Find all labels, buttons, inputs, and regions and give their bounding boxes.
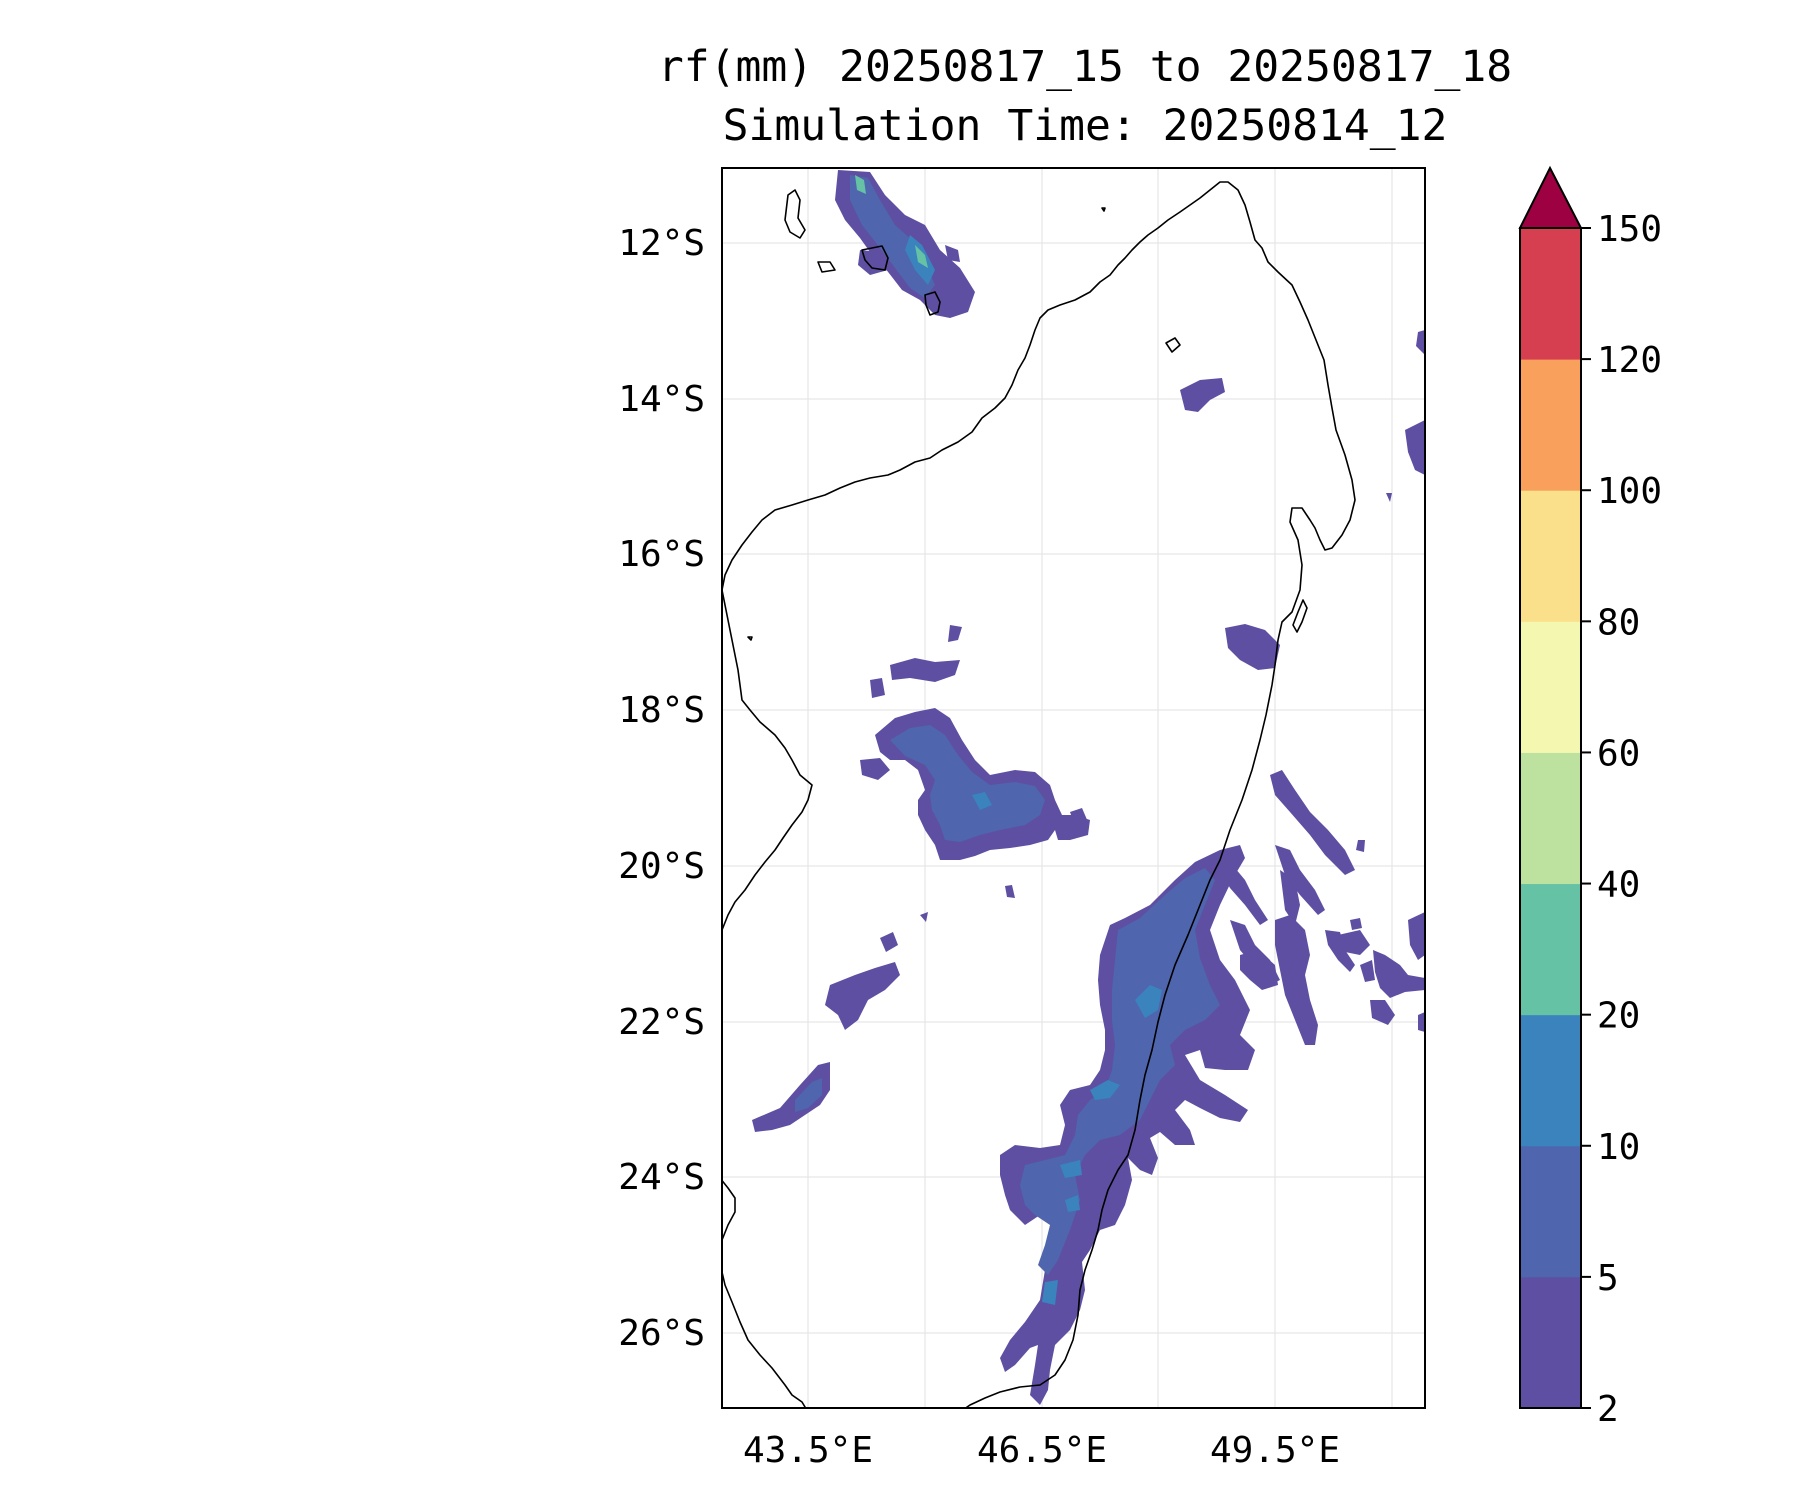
colorbar-tick-label: 60 xyxy=(1597,733,1640,774)
lat-label: 12°S xyxy=(618,223,705,264)
colorbar-frame xyxy=(1519,227,1582,1409)
rain-cell xyxy=(948,625,962,642)
lat-label: 16°S xyxy=(618,534,705,575)
colorbar-segments xyxy=(1520,228,1581,1409)
colorbar-segment xyxy=(1520,883,1581,1016)
rain-cell xyxy=(825,962,900,1030)
colorbar-tick-label: 150 xyxy=(1597,209,1662,250)
colorbar-segment xyxy=(1520,359,1581,491)
rain-cell xyxy=(945,245,960,262)
gridlines xyxy=(722,168,1425,1408)
rain-cell xyxy=(1240,950,1278,990)
rain-cell xyxy=(1005,885,1015,898)
lat-label: 20°S xyxy=(618,846,705,887)
comoros-grande-comore xyxy=(784,189,806,239)
rain-cell xyxy=(1275,915,1318,1045)
rain-cell xyxy=(920,912,928,922)
lon-label: 43.5°E xyxy=(743,1430,873,1471)
rain-cell xyxy=(1135,985,1162,1018)
colorbar-segment xyxy=(1520,1276,1581,1409)
colorbar-tick-label: 100 xyxy=(1597,471,1662,512)
rain-cell xyxy=(1373,950,1425,998)
comoros-mayotte xyxy=(924,291,941,316)
rain-cell xyxy=(752,1062,830,1132)
lat-label: 26°S xyxy=(618,1313,705,1354)
lat-label: 14°S xyxy=(618,379,705,420)
rain-cell xyxy=(1356,840,1365,852)
colorbar-segment xyxy=(1520,1145,1581,1278)
madagascar-sainte-marie-island xyxy=(1292,599,1308,633)
comoros-moheli xyxy=(817,261,836,273)
lat-label: 18°S xyxy=(618,690,705,731)
lat-label: 22°S xyxy=(618,1002,705,1043)
rain-cell xyxy=(1220,862,1268,925)
colorbar-tick-label: 10 xyxy=(1597,1127,1640,1168)
rain-cell xyxy=(1418,1012,1425,1032)
rain-cell xyxy=(870,678,885,698)
rain-cell xyxy=(1042,1280,1058,1305)
rain-cell xyxy=(1065,1195,1080,1212)
colorbar-segment xyxy=(1520,490,1581,622)
colorbar-tick-label: 80 xyxy=(1597,602,1640,643)
nosy-be-island xyxy=(1165,337,1181,353)
rain-cell xyxy=(1360,960,1375,982)
lat-label: 24°S xyxy=(618,1157,705,1198)
longitude-labels: 43.5°E 46.5°E 49.5°E xyxy=(743,1430,1340,1471)
colorbar-segment xyxy=(1520,752,1581,885)
rain-cell xyxy=(1060,1160,1082,1178)
lon-label: 46.5°E xyxy=(977,1430,1107,1471)
colorbar-segment xyxy=(1520,1014,1581,1147)
title-line-1: rf(mm) 20250817_15 to 20250817_18 xyxy=(657,42,1513,92)
rain-cell xyxy=(1070,808,1088,826)
rain-cell xyxy=(1275,845,1325,915)
rain-cell xyxy=(1270,770,1355,875)
colorbar-tick-label: 5 xyxy=(1597,1258,1619,1299)
lon-label: 49.5°E xyxy=(1210,1430,1340,1471)
rain-cell xyxy=(855,175,866,194)
rain-cell xyxy=(1370,1000,1395,1025)
coastline xyxy=(722,181,1356,1408)
colorbar-tick-label: 120 xyxy=(1597,340,1662,381)
tiny-islet xyxy=(1101,207,1106,212)
madagascar-coastline xyxy=(722,181,1356,1408)
colorbar-ticks: 2 5 10 20 40 60 80 100 120 150 xyxy=(1581,209,1662,1430)
rain-cell xyxy=(1325,930,1355,972)
rain-cell xyxy=(1180,378,1225,412)
rainfall-contours xyxy=(752,170,1425,1405)
rain-cell xyxy=(890,725,1045,842)
rain-cell xyxy=(1090,1080,1120,1100)
colorbar-segment xyxy=(1520,621,1581,753)
colorbar: 2 5 10 20 40 60 80 100 120 150 xyxy=(1518,165,1662,1430)
rain-cell xyxy=(1408,912,1425,960)
colorbar-segment xyxy=(1520,228,1581,360)
rain-cell xyxy=(915,245,928,268)
rain-cell xyxy=(890,658,960,682)
colorbar-tick-label: 2 xyxy=(1597,1389,1619,1430)
rain-cell xyxy=(1350,918,1362,930)
rain-cell xyxy=(1338,930,1370,955)
title-line-2: Simulation Time: 20250814_12 xyxy=(722,101,1448,151)
rain-cell xyxy=(1386,493,1392,502)
rain-cell xyxy=(860,758,890,780)
europa-island xyxy=(747,636,753,641)
rain-cell xyxy=(1416,330,1425,355)
map-frame xyxy=(721,167,1426,1409)
comoros-anjouan xyxy=(861,245,889,271)
rain-cell xyxy=(795,1078,822,1112)
latitude-labels: 12°S 14°S 16°S 18°S 20°S 22°S 24°S 26°S xyxy=(618,223,705,1354)
colorbar-tick-label: 20 xyxy=(1597,996,1640,1037)
rain-cell xyxy=(1405,420,1425,475)
rain-cell xyxy=(880,932,898,952)
colorbar-tick-label: 40 xyxy=(1597,865,1640,906)
map-title: rf(mm) 20250817_15 to 20250817_18 Simula… xyxy=(360,38,1800,156)
rain-cell xyxy=(972,792,992,810)
colorbar-extend-arrow xyxy=(1518,165,1583,229)
rain-cell xyxy=(1280,870,1300,925)
rain-cell xyxy=(1225,624,1280,670)
